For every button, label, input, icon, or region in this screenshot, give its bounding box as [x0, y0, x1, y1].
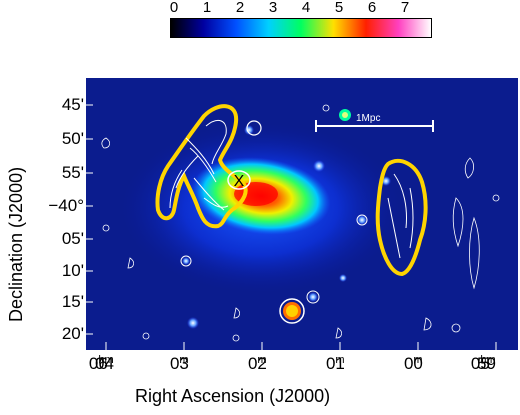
dec-tick: 10': [61, 261, 84, 280]
dec-tick: −40°: [48, 196, 84, 215]
scale-bar-label: 1Mpc: [356, 113, 380, 124]
colorbar-tick: 4: [301, 0, 311, 16]
faint-contours: [101, 104, 500, 342]
right-ascension-tick-labels: 06 h 04 m 03 m 02 m 01 m 00 m 05 h 59 m: [86, 354, 518, 378]
dec-tick: 05': [61, 229, 84, 248]
declination-tick-labels: 45' 50' 55' −40° 05' 10' 15' 20': [0, 78, 84, 350]
marker-label: X: [234, 173, 245, 190]
ra-tick: 03 m: [169, 354, 189, 373]
colorbar-tick: 3: [268, 0, 278, 16]
colorbar-tick: 7: [400, 0, 410, 16]
dec-tick: 45': [61, 95, 84, 114]
axis-ticks: [86, 104, 497, 350]
point-sources: [180, 109, 391, 329]
colorbar-tick-labels: 0 1 2 3 4 5 6 7: [170, 0, 432, 17]
colorbar-gradient: [171, 19, 431, 37]
colorbar: [170, 18, 432, 38]
y-axis-title: Declination (J2000): [6, 166, 26, 322]
right-radio-relic: [375, 158, 428, 277]
ra-tick: 02 m: [247, 354, 267, 373]
left-radio-relic: [155, 104, 248, 229]
x-axis-title: Right Ascension (J2000): [135, 386, 331, 406]
colorbar-tick: 1: [202, 0, 212, 16]
cluster-center-marker: X: [227, 170, 251, 190]
ra-tick: 05 h 59 m: [470, 354, 496, 373]
sky-image: X 1Mpc: [86, 78, 518, 350]
colorbar-tick: 0: [169, 0, 179, 16]
scale-bar: 1Mpc: [315, 113, 434, 132]
colorbar-tick: 2: [235, 0, 245, 16]
ra-tick: 06 h 04 m: [88, 354, 114, 373]
dec-tick: 55': [61, 163, 84, 182]
dec-tick: 15': [61, 292, 84, 311]
ra-tick: 01 m: [325, 354, 345, 373]
dec-tick: 20': [61, 324, 84, 343]
colorbar-tick: 5: [334, 0, 344, 16]
colorbar-tick: 6: [367, 0, 377, 16]
ra-tick: 00 m: [403, 354, 423, 373]
dec-tick: 50': [61, 129, 84, 148]
